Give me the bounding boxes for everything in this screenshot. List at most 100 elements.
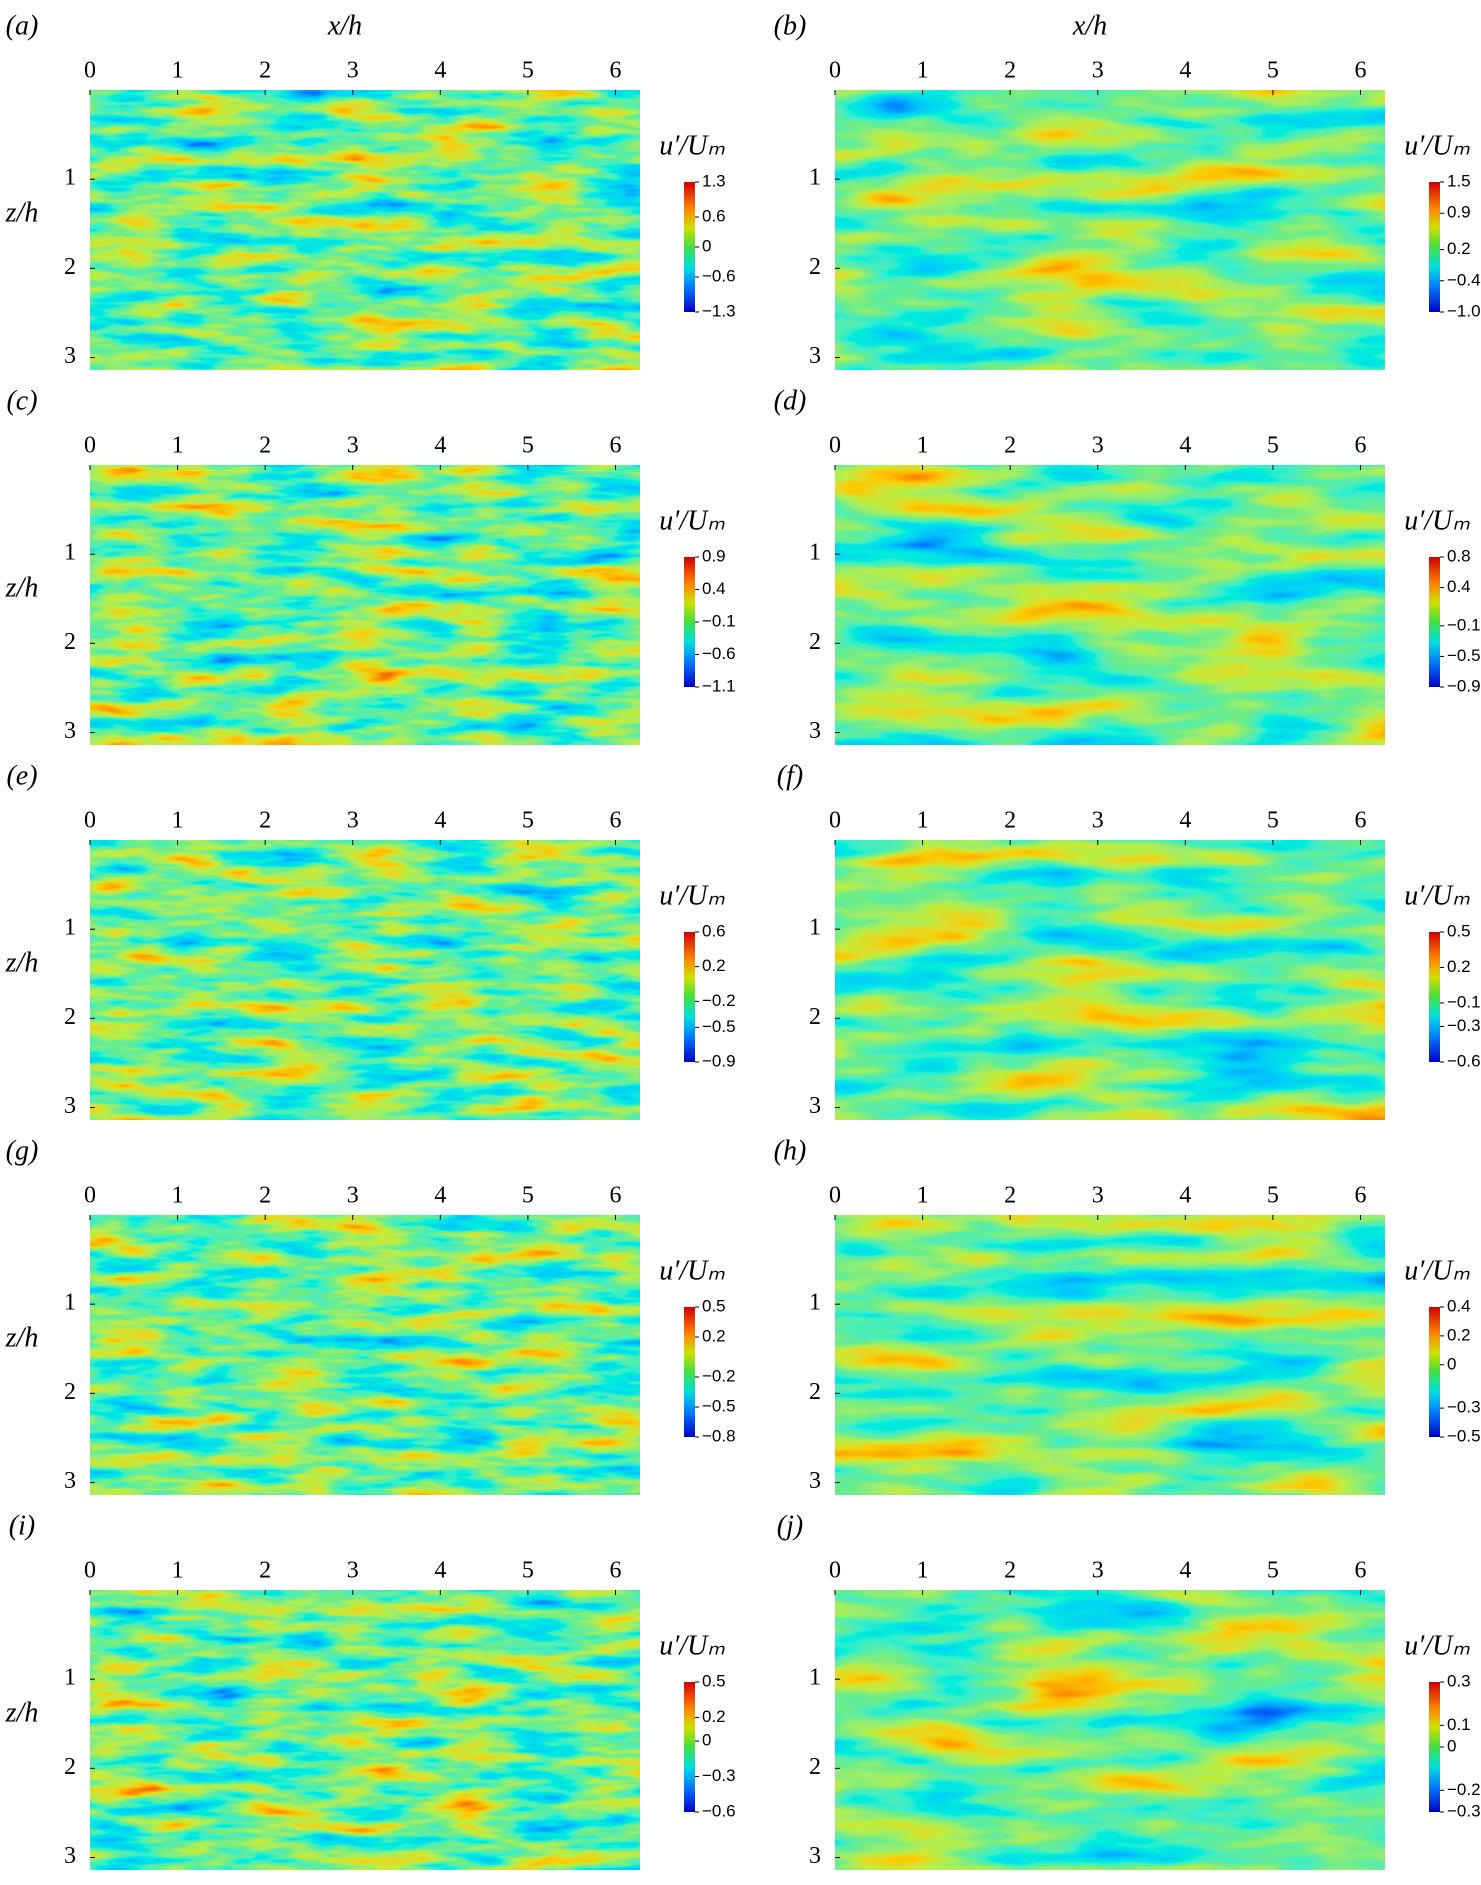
- y-tick-label: 3: [809, 1093, 821, 1119]
- colorbar-tick-label: −0.2: [1447, 1780, 1481, 1799]
- y-tick-label: 1: [809, 165, 821, 191]
- x-tick-label: 6: [1354, 58, 1366, 84]
- x-tick-label: 0: [829, 1183, 841, 1209]
- colorbar: [1429, 932, 1440, 1062]
- colorbar-tick-label: −0.3: [1447, 1801, 1481, 1820]
- x-tick-label: 5: [522, 1558, 534, 1584]
- contour-field-texture: [90, 1590, 640, 1870]
- colorbar: [684, 557, 695, 687]
- x-tick-label: 1: [917, 58, 929, 84]
- y-axis-label: z/h: [5, 947, 39, 978]
- contour-field-texture: [90, 465, 640, 745]
- x-tick-label: 6: [1354, 1183, 1366, 1209]
- x-tick-label: 2: [259, 1183, 271, 1209]
- panel-label: (d): [774, 385, 807, 416]
- x-tick-label: 2: [1004, 58, 1016, 84]
- colorbar-tick-label: −0.5: [702, 1396, 736, 1415]
- contour-field-texture: [90, 90, 640, 370]
- contour-field-texture: [90, 840, 640, 1120]
- colorbar-tick-label: −0.9: [1447, 676, 1481, 695]
- x-tick-label: 1: [172, 1558, 184, 1584]
- x-tick-label: 2: [1004, 808, 1016, 834]
- x-tick-label: 2: [259, 1558, 271, 1584]
- panel-label: (b): [774, 10, 807, 41]
- colorbar-tick-label: −0.2: [702, 991, 736, 1010]
- x-tick-label: 0: [829, 58, 841, 84]
- colorbar-tick-label: 0: [1447, 1736, 1456, 1755]
- x-tick-label: 4: [434, 58, 446, 84]
- x-tick-label: 5: [1267, 1558, 1279, 1584]
- x-tick-label: 5: [1267, 1183, 1279, 1209]
- x-tick-label: 1: [172, 1183, 184, 1209]
- x-tick-label: 5: [1267, 58, 1279, 84]
- colorbar: [1429, 182, 1440, 312]
- colorbar-tick-label: −1.0: [1447, 301, 1481, 320]
- x-tick-label: 1: [917, 433, 929, 459]
- colorbar-title: u′/Uₘ: [1404, 1255, 1470, 1286]
- x-tick-label: 4: [434, 1183, 446, 1209]
- colorbar: [1429, 557, 1440, 687]
- colorbar-tick-label: 0.6: [702, 206, 726, 225]
- y-tick-label: 3: [64, 1843, 76, 1869]
- y-tick-label: 3: [809, 718, 821, 744]
- colorbar-tick-label: −0.3: [702, 1766, 736, 1785]
- x-tick-label: 4: [434, 1558, 446, 1584]
- x-tick-label: 4: [434, 808, 446, 834]
- colorbar-tick-label: −0.1: [702, 611, 736, 630]
- colorbar-tick-label: 0: [1447, 1354, 1456, 1373]
- x-tick-label: 3: [347, 808, 359, 834]
- x-tick-label: 3: [1092, 58, 1104, 84]
- colorbar-title: u′/Uₘ: [1404, 505, 1470, 536]
- x-tick-label: 0: [84, 1183, 96, 1209]
- colorbar-title: u′/Uₘ: [1404, 1630, 1470, 1661]
- colorbar-tick-label: 0.2: [702, 1707, 726, 1726]
- colorbar-tick-label: 0.2: [1447, 239, 1471, 258]
- panel-label: (g): [6, 1135, 39, 1166]
- contour-field-texture: [835, 465, 1385, 745]
- colorbar: [684, 182, 695, 312]
- panel-label: (h): [774, 1135, 807, 1166]
- x-tick-label: 3: [347, 58, 359, 84]
- contour-field-texture: [835, 840, 1385, 1120]
- colorbar-tick-label: −0.1: [1447, 992, 1481, 1011]
- x-tick-label: 6: [1354, 433, 1366, 459]
- x-tick-label: 0: [829, 1558, 841, 1584]
- y-tick-label: 2: [809, 1379, 821, 1405]
- x-tick-label: 6: [1354, 1558, 1366, 1584]
- y-tick-label: 1: [809, 540, 821, 566]
- x-tick-label: 4: [1179, 433, 1191, 459]
- y-axis-label: z/h: [5, 572, 39, 603]
- colorbar: [1429, 1682, 1440, 1812]
- y-tick-label: 3: [809, 343, 821, 369]
- x-tick-label: 3: [1092, 1183, 1104, 1209]
- colorbar-tick-label: 0.2: [1447, 1325, 1471, 1344]
- y-tick-label: 2: [809, 1754, 821, 1780]
- x-tick-label: 1: [917, 1558, 929, 1584]
- x-tick-label: 1: [172, 433, 184, 459]
- colorbar-tick-label: 0.4: [1447, 1296, 1471, 1315]
- panel-label: (a): [6, 10, 39, 41]
- y-tick-label: 3: [64, 343, 76, 369]
- colorbar-tick-label: −0.9: [702, 1051, 736, 1070]
- y-axis-label: z/h: [5, 1322, 39, 1353]
- x-tick-label: 0: [829, 433, 841, 459]
- colorbar-tick-label: −0.5: [702, 1017, 736, 1036]
- colorbar-tick-label: 0: [702, 1731, 711, 1750]
- colorbar-tick-label: 0: [702, 236, 711, 255]
- y-tick-label: 2: [809, 254, 821, 280]
- y-tick-label: 1: [64, 1665, 76, 1691]
- x-tick-label: 4: [1179, 58, 1191, 84]
- colorbar-tick-label: 0.5: [1447, 921, 1471, 940]
- x-tick-label: 5: [522, 808, 534, 834]
- x-tick-label: 0: [829, 808, 841, 834]
- x-tick-label: 5: [1267, 808, 1279, 834]
- colorbar-tick-label: −0.5: [1447, 1426, 1481, 1445]
- panel-label: (j): [777, 1510, 803, 1541]
- colorbar-tick-label: 0.2: [1447, 957, 1471, 976]
- x-tick-label: 6: [609, 58, 621, 84]
- y-tick-label: 1: [64, 165, 76, 191]
- colorbar-tick-label: −0.8: [702, 1426, 736, 1445]
- x-tick-label: 4: [1179, 1183, 1191, 1209]
- x-tick-label: 3: [347, 1183, 359, 1209]
